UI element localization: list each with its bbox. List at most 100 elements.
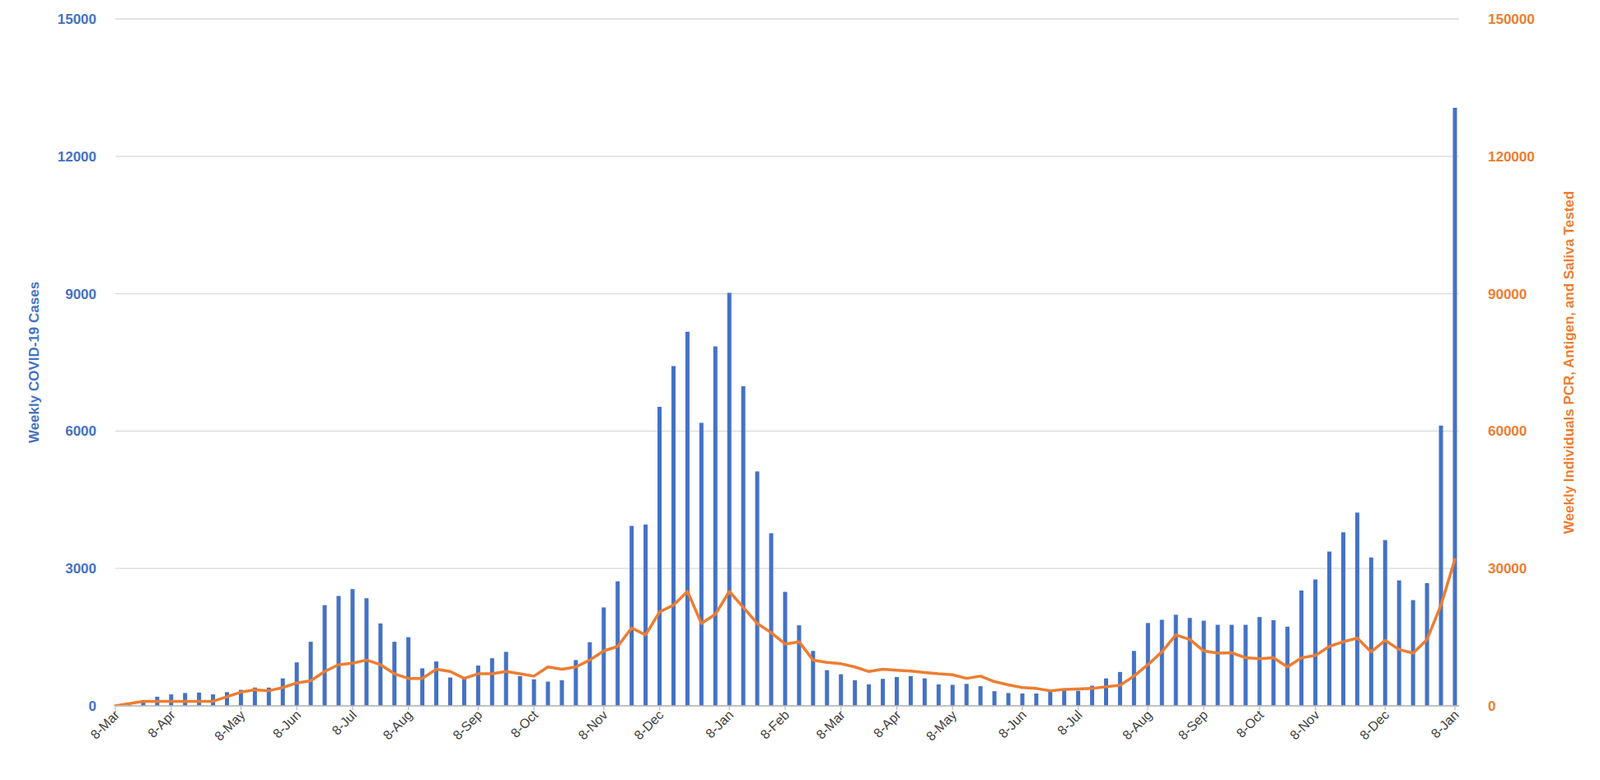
x-tick [1077, 706, 1079, 711]
x-axis [115, 705, 1460, 707]
bar [1019, 693, 1025, 707]
bar [518, 676, 523, 707]
y2-tick [1459, 18, 1464, 20]
bar [936, 684, 941, 707]
bar [1104, 678, 1109, 707]
x-tick-label: 8-May [923, 707, 960, 744]
bar [824, 670, 829, 707]
bar [769, 533, 774, 707]
bar [587, 642, 592, 707]
bar [196, 692, 202, 707]
y2-tick-label: 150000 [1487, 11, 1535, 28]
y2-tick [1459, 293, 1464, 295]
bar [1243, 625, 1248, 707]
bar [532, 679, 537, 707]
x-tick [659, 706, 660, 711]
bar [657, 407, 662, 707]
y-axis-title: Weekly COVID-19 Cases [26, 281, 43, 444]
y-tick-label: 6000 [65, 423, 97, 440]
x-tick-label: 8-Nov [1286, 707, 1322, 743]
bar [1341, 532, 1346, 707]
x-tick-label: 8-Jun [270, 707, 304, 741]
x-tick-label: 8-Oct [1233, 707, 1267, 741]
x-tick-label: 8-Oct [508, 707, 542, 741]
bar [922, 678, 927, 707]
bar [1313, 580, 1318, 707]
x-tick [1202, 706, 1204, 711]
bar [699, 422, 704, 707]
bar [322, 605, 328, 707]
plot-area [115, 107, 1457, 707]
x-tick [784, 706, 786, 711]
bar [894, 677, 899, 707]
x-tick-label: 8-Apr [870, 707, 904, 741]
bar [364, 598, 369, 707]
bar [546, 682, 551, 707]
bar [336, 596, 341, 707]
y2-tick-label: 60000 [1487, 423, 1527, 440]
y-tick-label: 0 [88, 698, 97, 715]
y2-tick-label: 120000 [1487, 149, 1535, 165]
y-tick-label: 9000 [65, 286, 97, 303]
x-tick [1258, 706, 1260, 711]
bar [685, 332, 690, 707]
bar [1355, 512, 1360, 707]
x-tick [603, 706, 604, 711]
x-tick [952, 706, 954, 711]
x-tick [296, 706, 298, 711]
bar [1452, 107, 1457, 707]
grid-line [115, 430, 1460, 432]
bar [1061, 689, 1067, 707]
x-tick-label: 8-Nov [575, 707, 611, 743]
x-tick [896, 706, 898, 711]
bar [1327, 552, 1332, 707]
bar [796, 625, 801, 707]
x-tick-label: 8-Sep [449, 707, 485, 743]
bar [420, 668, 425, 707]
bar [964, 683, 969, 707]
y-tick-label: 12000 [57, 149, 97, 165]
x-tick [170, 706, 172, 711]
x-tick-label: 8-Dec [631, 707, 666, 743]
bar [1005, 692, 1011, 707]
bar [908, 676, 913, 707]
y2-tick-label: 30000 [1487, 561, 1527, 577]
x-tick [1021, 706, 1023, 711]
x-tick [729, 706, 730, 711]
x-tick [477, 706, 479, 711]
grid-line [115, 155, 1460, 157]
bar [727, 292, 732, 707]
grid-line [115, 705, 1460, 707]
bar [1425, 583, 1430, 707]
x-tick [240, 706, 242, 711]
x-tick-label: 8-Jul [1054, 707, 1086, 739]
bar [504, 651, 509, 707]
bar [838, 674, 843, 707]
bar [1438, 425, 1443, 707]
x-tick-label: 8-Jan [1428, 707, 1462, 741]
line [115, 559, 1455, 707]
x-tick-label: 8-Sep [1175, 707, 1211, 743]
chart: 0300060009000120001500003000060000900001… [0, 0, 1600, 780]
bar [1299, 590, 1304, 707]
bar [308, 641, 314, 707]
bar [1076, 691, 1081, 707]
y2-axis-title: Weekly Individuals PCR, Antigen, and Sal… [1561, 191, 1577, 534]
x-tick [1384, 706, 1386, 711]
bar [448, 678, 453, 707]
bar [1047, 691, 1053, 707]
x-tick [533, 706, 534, 711]
bar [671, 365, 676, 707]
bar [782, 592, 787, 707]
x-tick [351, 706, 353, 711]
bar [880, 678, 885, 707]
bar [950, 684, 955, 707]
x-tick-label: 8-Apr [145, 707, 178, 741]
x-tick [407, 706, 409, 711]
y2-tick [1459, 568, 1464, 570]
bar [1033, 693, 1039, 707]
y2-tick-label: 0 [1487, 698, 1496, 715]
bar [755, 471, 760, 707]
bar [629, 525, 634, 707]
bar [741, 386, 746, 707]
